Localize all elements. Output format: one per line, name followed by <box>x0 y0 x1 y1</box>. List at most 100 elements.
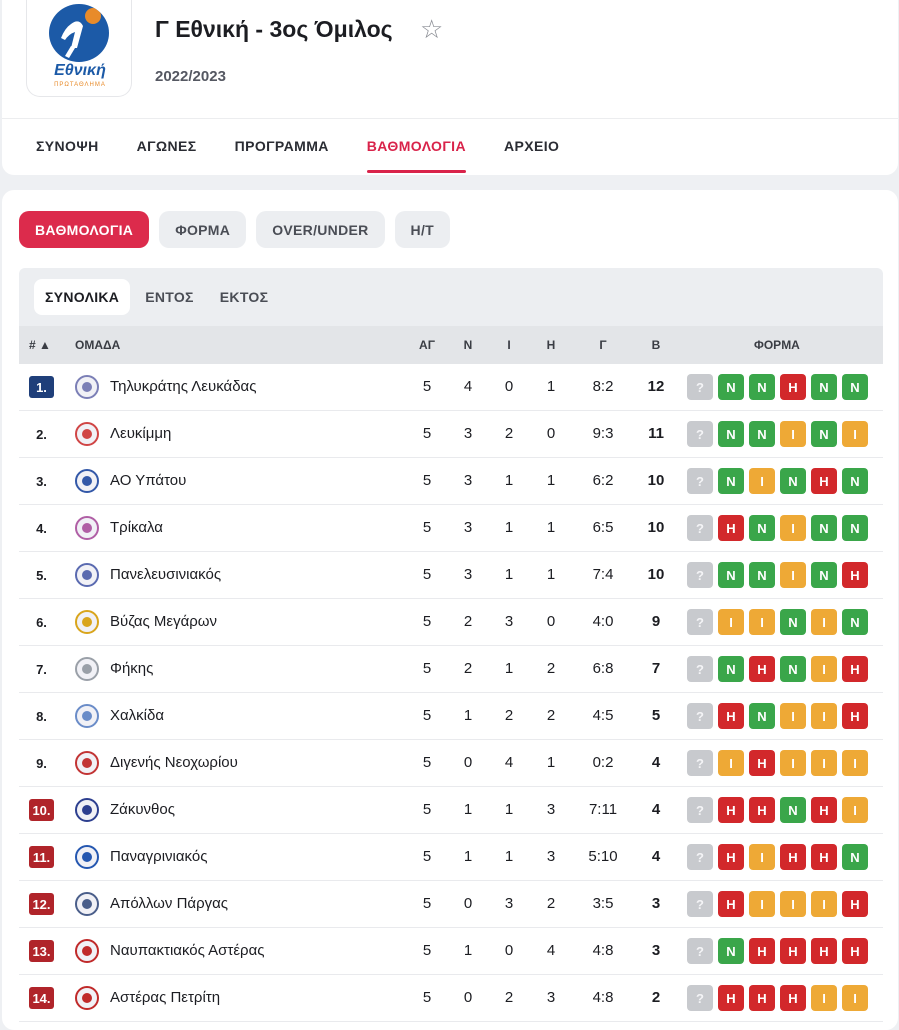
form-badge[interactable]: H <box>842 703 868 729</box>
form-badge[interactable]: I <box>749 844 775 870</box>
form-badge[interactable]: H <box>718 703 744 729</box>
next-match-badge[interactable]: ? <box>687 515 713 541</box>
form-badge[interactable]: N <box>749 562 775 588</box>
form-badge[interactable]: H <box>749 750 775 776</box>
table-row[interactable]: 10. Ζάκυνθος 5 1 1 3 7:11 4? H H N H I <box>19 787 883 834</box>
team-name[interactable]: Τηλυκράτης Λευκάδας <box>110 378 257 395</box>
form-badge[interactable]: I <box>811 891 837 917</box>
scope-tab-1[interactable]: ΕΝΤΟΣ <box>145 289 194 305</box>
table-row[interactable]: 7. Φήκης 5 2 1 2 6:8 7? N H N I H <box>19 646 883 693</box>
view-pill-1[interactable]: ΦΟΡΜΑ <box>159 211 247 248</box>
next-match-badge[interactable]: ? <box>687 938 713 964</box>
form-badge[interactable]: N <box>842 468 868 494</box>
form-badge[interactable]: N <box>842 844 868 870</box>
form-badge[interactable]: H <box>842 656 868 682</box>
tab-3[interactable]: ΒΑΘΜΟΛΟΓΙΑ <box>366 138 467 173</box>
table-row[interactable]: 2. Λευκίμμη 5 3 2 0 9:3 11? N N I N I <box>19 411 883 458</box>
form-badge[interactable]: I <box>811 703 837 729</box>
form-badge[interactable]: H <box>749 797 775 823</box>
table-row[interactable]: 3. ΑΟ Υπάτου 5 3 1 1 6:2 10? N I N H N <box>19 458 883 505</box>
form-badge[interactable]: H <box>811 468 837 494</box>
col-played[interactable]: ΑΓ <box>419 338 435 352</box>
team-name[interactable]: Απόλλων Πάργας <box>110 895 229 912</box>
form-badge[interactable]: H <box>749 985 775 1011</box>
form-badge[interactable]: I <box>780 750 806 776</box>
form-badge[interactable]: H <box>811 938 837 964</box>
next-match-badge[interactable]: ? <box>687 797 713 823</box>
form-badge[interactable]: N <box>718 656 744 682</box>
next-match-badge[interactable]: ? <box>687 374 713 400</box>
table-row[interactable]: 11. Παναγρινιακός 5 1 1 3 5:10 4? H I H H N <box>19 834 883 881</box>
form-badge[interactable]: H <box>780 844 806 870</box>
form-badge[interactable]: H <box>811 844 837 870</box>
team-name[interactable]: Τρίκαλα <box>110 519 163 536</box>
form-badge[interactable]: H <box>780 374 806 400</box>
form-badge[interactable]: I <box>749 609 775 635</box>
form-badge[interactable]: H <box>749 938 775 964</box>
form-badge[interactable]: I <box>842 750 868 776</box>
form-badge[interactable]: N <box>749 515 775 541</box>
form-badge[interactable]: H <box>718 844 744 870</box>
table-row[interactable]: 6. Βύζας Μεγάρων 5 2 3 0 4:0 9? I I N I N <box>19 599 883 646</box>
form-badge[interactable]: N <box>718 938 744 964</box>
form-badge[interactable]: N <box>718 421 744 447</box>
next-match-badge[interactable]: ? <box>687 609 713 635</box>
form-badge[interactable]: I <box>780 703 806 729</box>
form-badge[interactable]: I <box>811 609 837 635</box>
form-badge[interactable]: H <box>718 797 744 823</box>
form-badge[interactable]: I <box>718 609 744 635</box>
form-badge[interactable]: H <box>718 985 744 1011</box>
form-badge[interactable]: I <box>811 656 837 682</box>
form-badge[interactable]: H <box>842 891 868 917</box>
view-pill-3[interactable]: H/T <box>394 211 450 248</box>
form-badge[interactable]: N <box>780 797 806 823</box>
next-match-badge[interactable]: ? <box>687 891 713 917</box>
form-badge[interactable]: N <box>811 374 837 400</box>
form-badge[interactable]: N <box>811 421 837 447</box>
form-badge[interactable]: I <box>811 985 837 1011</box>
form-badge[interactable]: N <box>718 468 744 494</box>
form-badge[interactable]: I <box>811 750 837 776</box>
form-badge[interactable]: N <box>749 703 775 729</box>
tab-4[interactable]: ΑΡΧΕΙΟ <box>503 138 560 154</box>
form-badge[interactable]: N <box>842 609 868 635</box>
col-lost[interactable]: Η <box>546 338 556 352</box>
form-badge[interactable]: I <box>780 515 806 541</box>
form-badge[interactable]: I <box>842 985 868 1011</box>
form-badge[interactable]: N <box>780 656 806 682</box>
team-name[interactable]: Διγενής Νεοχωρίου <box>110 754 238 771</box>
form-badge[interactable]: N <box>811 515 837 541</box>
form-badge[interactable]: N <box>718 562 744 588</box>
col-won[interactable]: Ν <box>463 338 473 352</box>
form-badge[interactable]: I <box>780 891 806 917</box>
tab-2[interactable]: ΠΡΟΓΡΑΜΜΑ <box>234 138 329 154</box>
team-name[interactable]: Βύζας Μεγάρων <box>110 613 217 630</box>
form-badge[interactable]: N <box>780 468 806 494</box>
form-badge[interactable]: H <box>842 562 868 588</box>
form-badge[interactable]: I <box>749 891 775 917</box>
form-badge[interactable]: N <box>842 515 868 541</box>
next-match-badge[interactable]: ? <box>687 703 713 729</box>
form-badge[interactable]: N <box>842 374 868 400</box>
next-match-badge[interactable]: ? <box>687 844 713 870</box>
table-row[interactable]: 13. Ναυπακτιακός Αστέρας 5 1 0 4 4:8 3? N H H H H <box>19 928 883 975</box>
form-badge[interactable]: H <box>718 891 744 917</box>
season-label[interactable]: 2022/2023 <box>155 68 226 85</box>
form-badge[interactable]: H <box>780 985 806 1011</box>
form-badge[interactable]: I <box>780 562 806 588</box>
team-name[interactable]: Πανελευσινιακός <box>110 566 222 583</box>
form-badge[interactable]: I <box>749 468 775 494</box>
scope-tab-2[interactable]: ΕΚΤΟΣ <box>219 289 269 305</box>
team-name[interactable]: Χαλκίδα <box>110 707 165 724</box>
table-row[interactable]: 4. Τρίκαλα 5 3 1 1 6:5 10? H N I N N <box>19 505 883 552</box>
table-row[interactable]: 5. Πανελευσινιακός 5 3 1 1 7:4 10? N N I N H <box>19 552 883 599</box>
form-badge[interactable]: H <box>811 797 837 823</box>
col-draw[interactable]: Ι <box>507 338 511 352</box>
team-name[interactable]: Αστέρας Πετρίτη <box>110 989 221 1006</box>
form-badge[interactable]: N <box>718 374 744 400</box>
next-match-badge[interactable]: ? <box>687 750 713 776</box>
form-badge[interactable]: N <box>780 609 806 635</box>
form-badge[interactable]: I <box>780 421 806 447</box>
favorite-star-icon[interactable]: ☆ <box>420 14 444 44</box>
next-match-badge[interactable]: ? <box>687 562 713 588</box>
